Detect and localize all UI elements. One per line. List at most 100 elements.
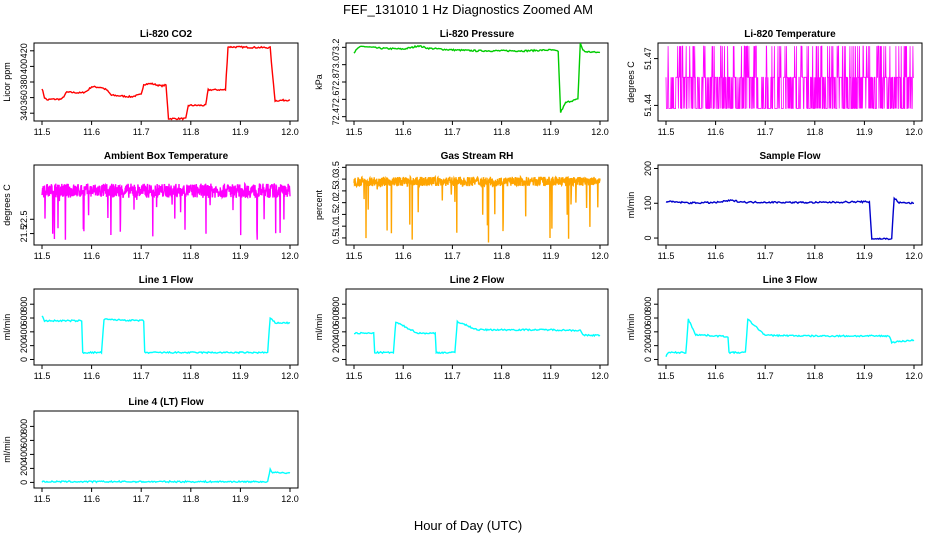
x-tick-label: 11.9 <box>542 251 559 261</box>
y-tick-label: 2.5 <box>331 185 341 198</box>
x-tick-label: 11.6 <box>707 127 724 137</box>
x-tick-label: 11.7 <box>757 371 774 381</box>
x-tick-label: 11.8 <box>182 251 199 261</box>
x-tick-label: 11.7 <box>133 127 150 137</box>
x-tick-label: 11.6 <box>707 251 724 261</box>
x-tick-label: 11.7 <box>133 494 150 504</box>
y-tick-label: 0 <box>331 357 341 362</box>
y-tick-label: 340 <box>19 106 29 121</box>
x-tick-label: 12.0 <box>281 371 299 381</box>
x-tick-label: 11.9 <box>856 251 873 261</box>
x-tick-label: 11.7 <box>757 127 774 137</box>
x-tick-label: 11.8 <box>806 371 823 381</box>
y-tick-label: 800 <box>643 297 653 312</box>
y-axis-label: kPa <box>314 74 324 90</box>
x-tick-label: 11.5 <box>658 127 675 137</box>
x-tick-label: 11.9 <box>232 371 249 381</box>
y-tick-label: 420 <box>19 43 29 58</box>
y-axis-label: ml/min <box>626 314 636 341</box>
y-tick-label: 400 <box>19 324 29 339</box>
panel-8: Line 2 Flow 11.5 11.6 11.7 11.8 11.9 12.0 0 2004… <box>314 275 609 381</box>
y-axis-label: ml/min <box>2 314 12 341</box>
series-line <box>353 174 601 243</box>
x-tick-label: 11.6 <box>395 371 412 381</box>
x-tick-label: 11.5 <box>658 371 675 381</box>
y-tick-label: 400 <box>331 324 341 339</box>
x-tick-label: 11.6 <box>707 371 724 381</box>
panel-title: Line 3 Flow <box>763 275 818 286</box>
x-tick-label: 11.8 <box>493 127 510 137</box>
y-tick-label: 800 <box>19 419 29 434</box>
x-axis-title: Hour of Day (UTC) <box>413 518 523 533</box>
series-line <box>41 181 291 240</box>
y-tick-label: 600 <box>19 311 29 326</box>
x-tick-label: 11.8 <box>182 494 199 504</box>
x-tick-label: 11.9 <box>856 371 873 381</box>
x-tick-label: 11.5 <box>658 251 675 261</box>
y-tick-label: 800 <box>19 297 29 312</box>
x-tick-label: 11.7 <box>133 371 150 381</box>
y-tick-label: 0 <box>643 357 653 362</box>
y-tick-label: 600 <box>643 311 653 326</box>
x-tick-label: 11.9 <box>856 127 873 137</box>
series-line <box>665 45 914 109</box>
x-tick-label: 11.5 <box>34 251 51 261</box>
plot-frame <box>657 164 923 246</box>
x-tick-label: 11.8 <box>806 251 823 261</box>
panel-6: Sample Flow 11.5 11.6 11.7 11.8 11.9 12.0 0 100 2… <box>626 151 923 261</box>
x-tick-label: 11.7 <box>757 251 774 261</box>
y-tick-label: 200 <box>19 461 29 476</box>
x-tick-label: 11.6 <box>395 251 412 261</box>
y-tick-label: 0 <box>19 480 29 485</box>
panel-9: Line 3 Flow 11.5 11.6 11.7 11.8 11.9 12.0 0 2004… <box>626 275 923 381</box>
panel-title: Sample Flow <box>759 151 820 162</box>
plot-frame <box>345 288 609 366</box>
plot-frame <box>33 288 299 366</box>
x-tick-label: 12.0 <box>281 127 299 137</box>
panel-5: Gas Stream RH 11.5 11.6 11.7 11.8 11.9 12.0 0.5… <box>314 151 609 261</box>
plot-frame <box>657 42 923 122</box>
x-tick-label: 11.9 <box>232 494 249 504</box>
x-tick-label: 11.5 <box>34 371 51 381</box>
panel-title: Line 4 (LT) Flow <box>128 397 204 408</box>
y-tick-label: 3.5 <box>331 161 341 174</box>
series-line <box>41 466 291 484</box>
figure-title: FEF_131010 1 Hz Diagnostics Zoomed AM <box>342 2 593 17</box>
x-tick-label: 11.9 <box>232 127 249 137</box>
x-tick-label: 11.9 <box>232 251 249 261</box>
y-tick-label: 3.0 <box>331 173 341 186</box>
x-tick-label: 11.5 <box>34 494 51 504</box>
x-tick-label: 11.9 <box>542 127 559 137</box>
panel-title: Li-820 CO2 <box>140 29 193 40</box>
x-tick-label: 11.9 <box>542 371 559 381</box>
x-tick-label: 11.5 <box>346 251 363 261</box>
plot-frame <box>33 164 299 246</box>
y-tick-label: 400 <box>19 447 29 462</box>
plot-frame <box>345 164 609 246</box>
panel-title: Li-820 Temperature <box>744 29 836 40</box>
panel-2: Li-820 Pressure 11.5 11.6 11.7 11.8 11.9 12.0 7… <box>314 29 609 137</box>
panel-4: Ambient Box Temperature 11.5 11.6 11.7 11.8 1… <box>2 151 299 261</box>
panel-title: Line 2 Flow <box>450 275 505 286</box>
y-axis-label: ml/min <box>314 314 324 341</box>
x-tick-label: 11.5 <box>34 127 51 137</box>
y-tick-label: 22.5 <box>19 211 29 229</box>
y-tick-label: 0 <box>19 357 29 362</box>
x-tick-label: 12.0 <box>905 251 923 261</box>
y-tick-label: 73.0 <box>331 56 341 74</box>
x-tick-label: 12.0 <box>281 251 299 261</box>
x-tick-label: 11.6 <box>83 127 100 137</box>
x-tick-label: 11.6 <box>83 494 100 504</box>
x-tick-label: 11.8 <box>806 127 823 137</box>
x-tick-label: 11.8 <box>493 371 510 381</box>
y-tick-label: 600 <box>331 311 341 326</box>
series-line <box>353 319 601 355</box>
panel-title: Gas Stream RH <box>441 151 514 162</box>
y-axis-label: degrees C <box>2 184 12 226</box>
plot-frame <box>33 410 299 489</box>
y-tick-label: 360 <box>19 90 29 105</box>
panel-7: Line 1 Flow 11.5 11.6 11.7 11.8 11.9 12.0 0 2004… <box>2 275 299 381</box>
x-tick-label: 11.5 <box>346 371 363 381</box>
